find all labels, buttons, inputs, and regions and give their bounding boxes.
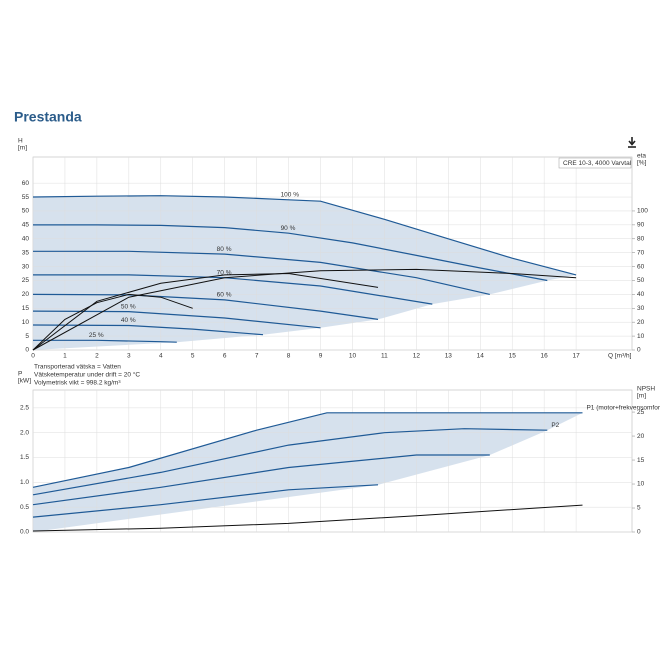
note: Volymetrisk vikt = 998.2 kg/m³ — [34, 380, 121, 387]
y2-tick-label: 5 — [637, 505, 641, 512]
x-tick-label: 3 — [127, 353, 131, 360]
series-line — [33, 224, 548, 282]
y-tick-label: 10 — [22, 319, 30, 326]
y2-axis-label: eta — [637, 153, 646, 160]
series-label: P2 — [551, 422, 559, 429]
note: Transporterad vätska = Vatten — [34, 364, 121, 371]
x-tick-label: 15 — [509, 353, 517, 360]
y-axis-label: [kW] — [18, 378, 31, 385]
y-tick-label: 35 — [22, 249, 30, 256]
y-tick-label: 0.5 — [20, 504, 29, 511]
y-axis-label: [m] — [18, 145, 27, 152]
series-line — [32, 428, 548, 496]
series-line — [32, 412, 583, 488]
y-tick-label: 55 — [22, 194, 30, 201]
y2-axis-label: NPSH — [637, 386, 655, 393]
legend-title: CRE 10-3, 4000 Varvtal — [563, 160, 632, 167]
x-tick-label: 9 — [319, 353, 323, 360]
y-tick-label: 2.5 — [20, 405, 29, 412]
y-tick-label: 45 — [22, 222, 30, 229]
series-line — [33, 339, 177, 343]
y-tick-label: 5 — [25, 333, 29, 340]
series-label: 50 % — [121, 303, 136, 310]
y-axis-label: H — [18, 138, 23, 145]
series-label: 90 % — [281, 225, 296, 232]
operating-region — [33, 195, 577, 350]
y2-tick-label: 100 — [637, 208, 648, 215]
x-tick-label: 11 — [381, 353, 388, 360]
x-tick-label: 1 — [63, 353, 67, 360]
series-label: 80 % — [217, 246, 232, 253]
x-tick-label: 12 — [413, 353, 421, 360]
x-tick-label: 6 — [223, 353, 227, 360]
x-tick-label: 17 — [572, 353, 580, 360]
y2-tick-label: 10 — [637, 481, 645, 488]
x-tick-label: 16 — [541, 353, 549, 360]
y-tick-label: 0 — [25, 347, 29, 354]
x-tick-label: 8 — [287, 353, 291, 360]
x-tick-label: 13 — [445, 353, 453, 360]
series-line — [33, 250, 490, 295]
y2-tick-label: 0 — [637, 529, 641, 536]
series-line — [32, 324, 264, 336]
y2-tick-label: 0 — [637, 347, 641, 354]
x-tick-label: 10 — [349, 353, 357, 360]
series-label: 70 % — [217, 269, 232, 276]
note: Vätsketemperatur under drift = 20 °C — [34, 371, 140, 379]
series-line — [32, 195, 577, 276]
y2-tick-label: 20 — [637, 433, 645, 440]
y2-tick-label: 20 — [637, 319, 645, 326]
y2-tick-label: 40 — [637, 291, 645, 298]
series-label: 60 % — [217, 292, 232, 299]
x-tick-label: 2 — [95, 353, 99, 360]
y2-axis-label: [m] — [637, 393, 646, 400]
y-tick-label: 1.0 — [20, 479, 29, 486]
x-tick-label: 5 — [191, 353, 195, 360]
x-tick-label: 7 — [255, 353, 259, 360]
y-tick-label: 50 — [22, 208, 30, 215]
y2-tick-label: 90 — [637, 222, 645, 229]
y2-tick-label: 15 — [637, 457, 645, 464]
series-label: 40 % — [121, 317, 136, 324]
y-tick-label: 25 — [22, 277, 30, 284]
y2-tick-label: 80 — [637, 235, 645, 242]
x-tick-label: 4 — [159, 353, 163, 360]
x-tick-label: 0 — [31, 353, 35, 360]
series-label: 25 % — [89, 332, 104, 339]
operating-region — [33, 412, 583, 532]
series-line — [32, 454, 490, 506]
series-line — [32, 484, 379, 518]
x-axis-label: Q [m³/h] — [608, 353, 632, 360]
y2-tick-label: 25 — [637, 409, 645, 416]
y-tick-label: 0.0 — [20, 529, 29, 536]
y-tick-label: 1.5 — [20, 454, 29, 461]
series-line — [32, 293, 379, 320]
y2-tick-label: 70 — [637, 249, 645, 256]
y-tick-label: 30 — [22, 263, 30, 270]
y2-axis-label: [%] — [637, 160, 647, 167]
y-tick-label: 60 — [22, 180, 30, 187]
y2-tick-label: 60 — [637, 263, 645, 270]
y2-tick-label: 30 — [637, 305, 645, 312]
x-tick-label: 14 — [477, 353, 485, 360]
legend-box — [558, 157, 632, 169]
y2-tick-label: 10 — [637, 333, 645, 340]
y-tick-label: 2.0 — [20, 429, 29, 436]
page-title: Prestanda — [14, 109, 82, 125]
series-label: P1 (motor+frekvensomformare) — [586, 405, 660, 412]
series-line — [32, 293, 193, 351]
y-tick-label: 20 — [22, 291, 30, 298]
series-line — [32, 272, 379, 351]
y-axis-label: P — [18, 371, 22, 378]
y-tick-label: 15 — [22, 305, 30, 312]
download-icon[interactable] — [628, 137, 636, 148]
series-line — [32, 504, 583, 532]
series-label: 100 % — [281, 192, 300, 199]
series-line — [32, 268, 577, 351]
y-tick-label: 40 — [22, 235, 30, 242]
y2-tick-label: 50 — [637, 277, 645, 284]
